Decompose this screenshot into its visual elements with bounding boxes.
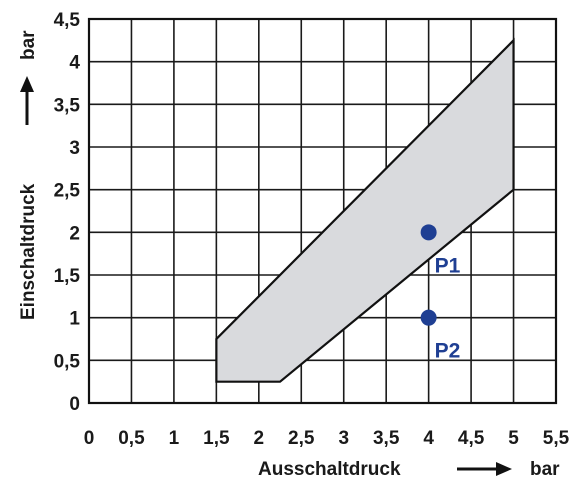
y-axis-label: Einschaltdruck <box>18 183 39 320</box>
x-tick-label: 4,5 <box>458 428 485 449</box>
point-p2 <box>420 309 437 326</box>
point-label-p1: P1 <box>435 254 461 277</box>
y-tick-label: 3 <box>69 138 80 159</box>
x-tick-label: 5,5 <box>543 428 570 449</box>
x-tick-label: 2 <box>254 428 265 449</box>
y-tick-label: 1,5 <box>54 266 81 287</box>
point-label-p2: P2 <box>435 340 461 363</box>
x-tick-label: 2,5 <box>288 428 315 449</box>
y-tick-label: 3,5 <box>54 95 81 116</box>
plot-border <box>87 17 558 405</box>
x-tick-label: 0,5 <box>118 428 145 449</box>
x-tick-label: 5 <box>508 428 519 449</box>
plot-frame <box>87 17 558 405</box>
y-axis-unit: bar <box>18 30 39 60</box>
y-tick-label: 0,5 <box>54 351 81 372</box>
x-axis-unit: bar <box>530 459 560 480</box>
x-tick-label: 3,5 <box>373 428 400 449</box>
region-area <box>215 37 515 383</box>
x-axis-arrow-icon <box>457 462 512 476</box>
x-tick-label: 1 <box>169 428 180 449</box>
x-axis-label: Ausschaltdruck <box>258 459 401 480</box>
x-tick-label: 3 <box>338 428 349 449</box>
valid-range-region <box>215 37 515 383</box>
y-tick-label: 4,5 <box>54 10 81 31</box>
y-tick-labels: 0 0,5 1 1,5 2 2,5 3 3,5 4 4,5 <box>54 10 81 415</box>
x-tick-label: 4 <box>423 428 434 449</box>
y-tick-label: 0 <box>69 394 80 415</box>
x-tick-labels: 0 0,5 1 1,5 2 2,5 3 3,5 4 4,5 5 5,5 <box>84 428 570 449</box>
point-p1 <box>420 224 437 241</box>
y-axis-arrow-icon <box>20 76 34 125</box>
x-tick-label: 0 <box>84 428 95 449</box>
y-tick-label: 1 <box>69 309 80 330</box>
y-tick-label: 4 <box>69 53 80 74</box>
data-points: P1 P2 <box>420 224 461 363</box>
y-tick-label: 2 <box>69 223 80 244</box>
x-tick-label: 1,5 <box>203 428 230 449</box>
y-tick-label: 2,5 <box>54 181 81 202</box>
